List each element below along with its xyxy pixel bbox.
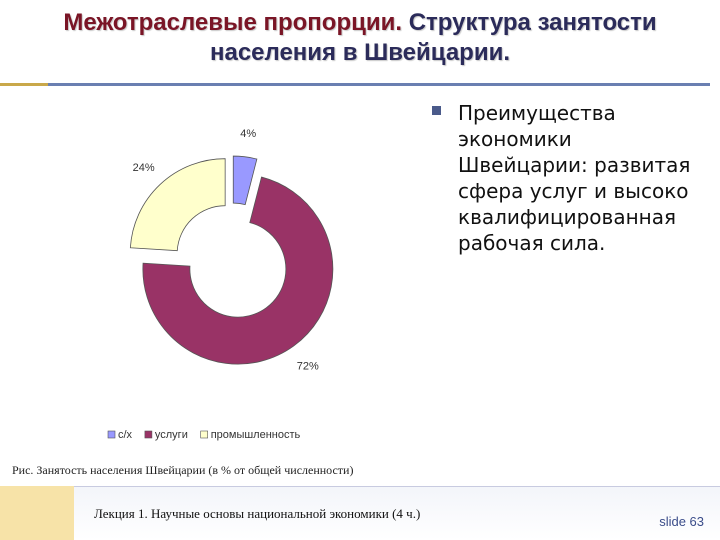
footer-band (74, 486, 720, 540)
slide-number: slide 63 (659, 514, 704, 529)
slice-label-2: 24% (133, 162, 155, 174)
title-part2: Структура занятости (402, 9, 657, 36)
figure-caption: Рис. Занятость населения Швейцарии (в % … (12, 463, 354, 477)
legend-label-2: промышленность (211, 429, 301, 441)
donut-slice-2 (129, 158, 226, 252)
title-rule-accent (0, 83, 48, 86)
title-rule (48, 83, 710, 86)
title-line2: населения в Швейцарии. (209, 39, 511, 66)
donut-chart: 4% 72% 24% с/х услуги промышленность (107, 128, 334, 441)
slice-label-0: 4% (240, 128, 256, 140)
footer-rule (74, 486, 720, 487)
bullet-text: Преимущества экономики Швейцарии: развит… (458, 101, 691, 255)
title-part1: Межотраслевые пропорции. (63, 9, 403, 36)
legend-swatch-1 (144, 430, 153, 439)
legend-swatch-0 (107, 430, 116, 439)
footer-accent (0, 486, 74, 540)
chart-area: 4% 72% 24% с/х услуги промышленность (0, 86, 410, 486)
legend-label-1: услуги (155, 429, 188, 441)
slide-title: Межотраслевые пропорции. Структура занят… (0, 8, 720, 68)
footer-lecture: Лекция 1. Научные основы национальной эк… (94, 506, 421, 521)
bullet-block: Преимущества экономики Швейцарии: развит… (432, 100, 702, 256)
donut-slice-0 (232, 155, 258, 206)
donut-slice-1 (142, 176, 334, 365)
bullet-square-icon (432, 106, 441, 115)
legend-label-0: с/х (118, 429, 133, 441)
legend-swatch-2 (200, 430, 208, 439)
slice-label-1: 72% (297, 360, 319, 372)
